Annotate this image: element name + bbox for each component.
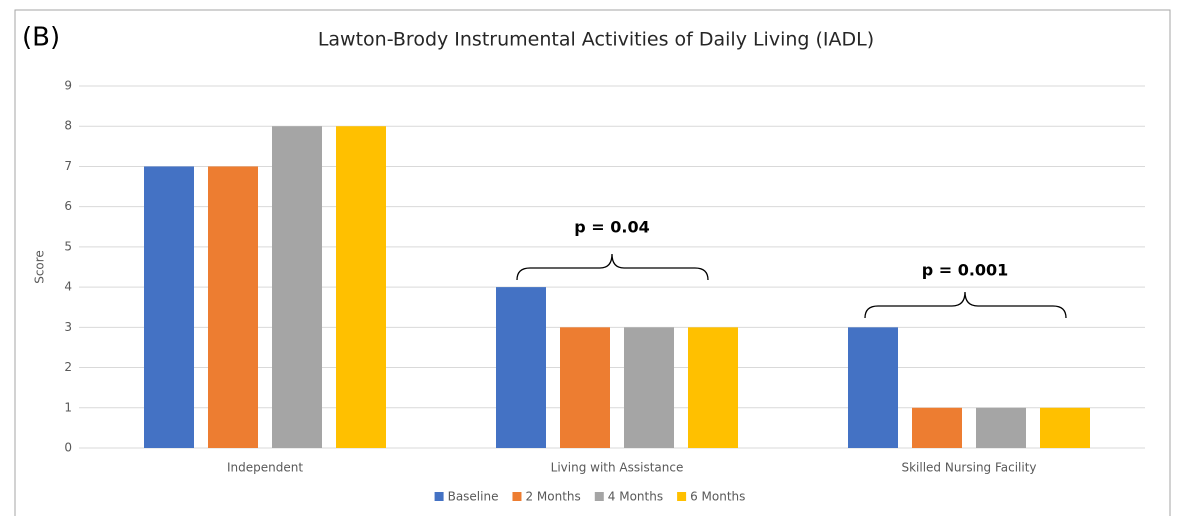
y-tick-label: 5 xyxy=(64,239,72,253)
brace xyxy=(516,253,709,281)
brace xyxy=(864,291,1067,319)
bar xyxy=(848,327,898,448)
annotation: p = 0.001 xyxy=(922,261,1009,280)
x-tick-label: Independent xyxy=(227,461,303,475)
y-tick-label: 9 xyxy=(64,79,72,93)
y-axis-label: Score xyxy=(33,250,47,284)
chart-title: Lawton-Brody Instrumental Activities of … xyxy=(318,29,874,51)
panel-label: (B) xyxy=(22,23,60,53)
y-tick-label: 6 xyxy=(64,199,72,213)
bar xyxy=(560,327,610,448)
legend-label: 6 Months xyxy=(690,490,745,504)
y-tick-label: 4 xyxy=(64,280,72,294)
y-tick-label: 7 xyxy=(64,159,72,173)
plot: 0 1 2 3 4 5 6 7 8 9 Independent Living with Assista… xyxy=(64,79,1145,504)
bar xyxy=(272,126,322,448)
x-tick-label: Skilled Nursing Facility xyxy=(901,461,1036,475)
bar xyxy=(688,327,738,448)
legend-swatch xyxy=(594,492,604,501)
y-tick-label: 1 xyxy=(64,400,72,414)
bar xyxy=(208,166,258,448)
bar xyxy=(144,166,194,448)
x-tick-label: Living with Assistance xyxy=(551,461,684,475)
legend-label: 4 Months xyxy=(608,490,663,504)
bar xyxy=(496,287,546,448)
legend-label: Baseline xyxy=(448,490,499,504)
annotation: p = 0.04 xyxy=(574,218,649,237)
legend-swatch xyxy=(677,492,687,501)
bar xyxy=(336,126,386,448)
legend: Baseline 2 Months 4 Months 6 Months xyxy=(434,490,745,504)
legend-label: 2 Months xyxy=(525,490,580,504)
y-tick-label: 3 xyxy=(64,320,72,334)
legend-swatch xyxy=(434,492,444,501)
legend-swatch xyxy=(512,492,522,501)
y-tick-label: 8 xyxy=(64,119,72,133)
bar xyxy=(976,407,1026,448)
y-tick-label: 0 xyxy=(64,441,72,455)
bar xyxy=(624,327,674,448)
y-tick-label: 2 xyxy=(64,360,72,374)
bar xyxy=(1040,407,1090,448)
bar xyxy=(912,407,962,448)
